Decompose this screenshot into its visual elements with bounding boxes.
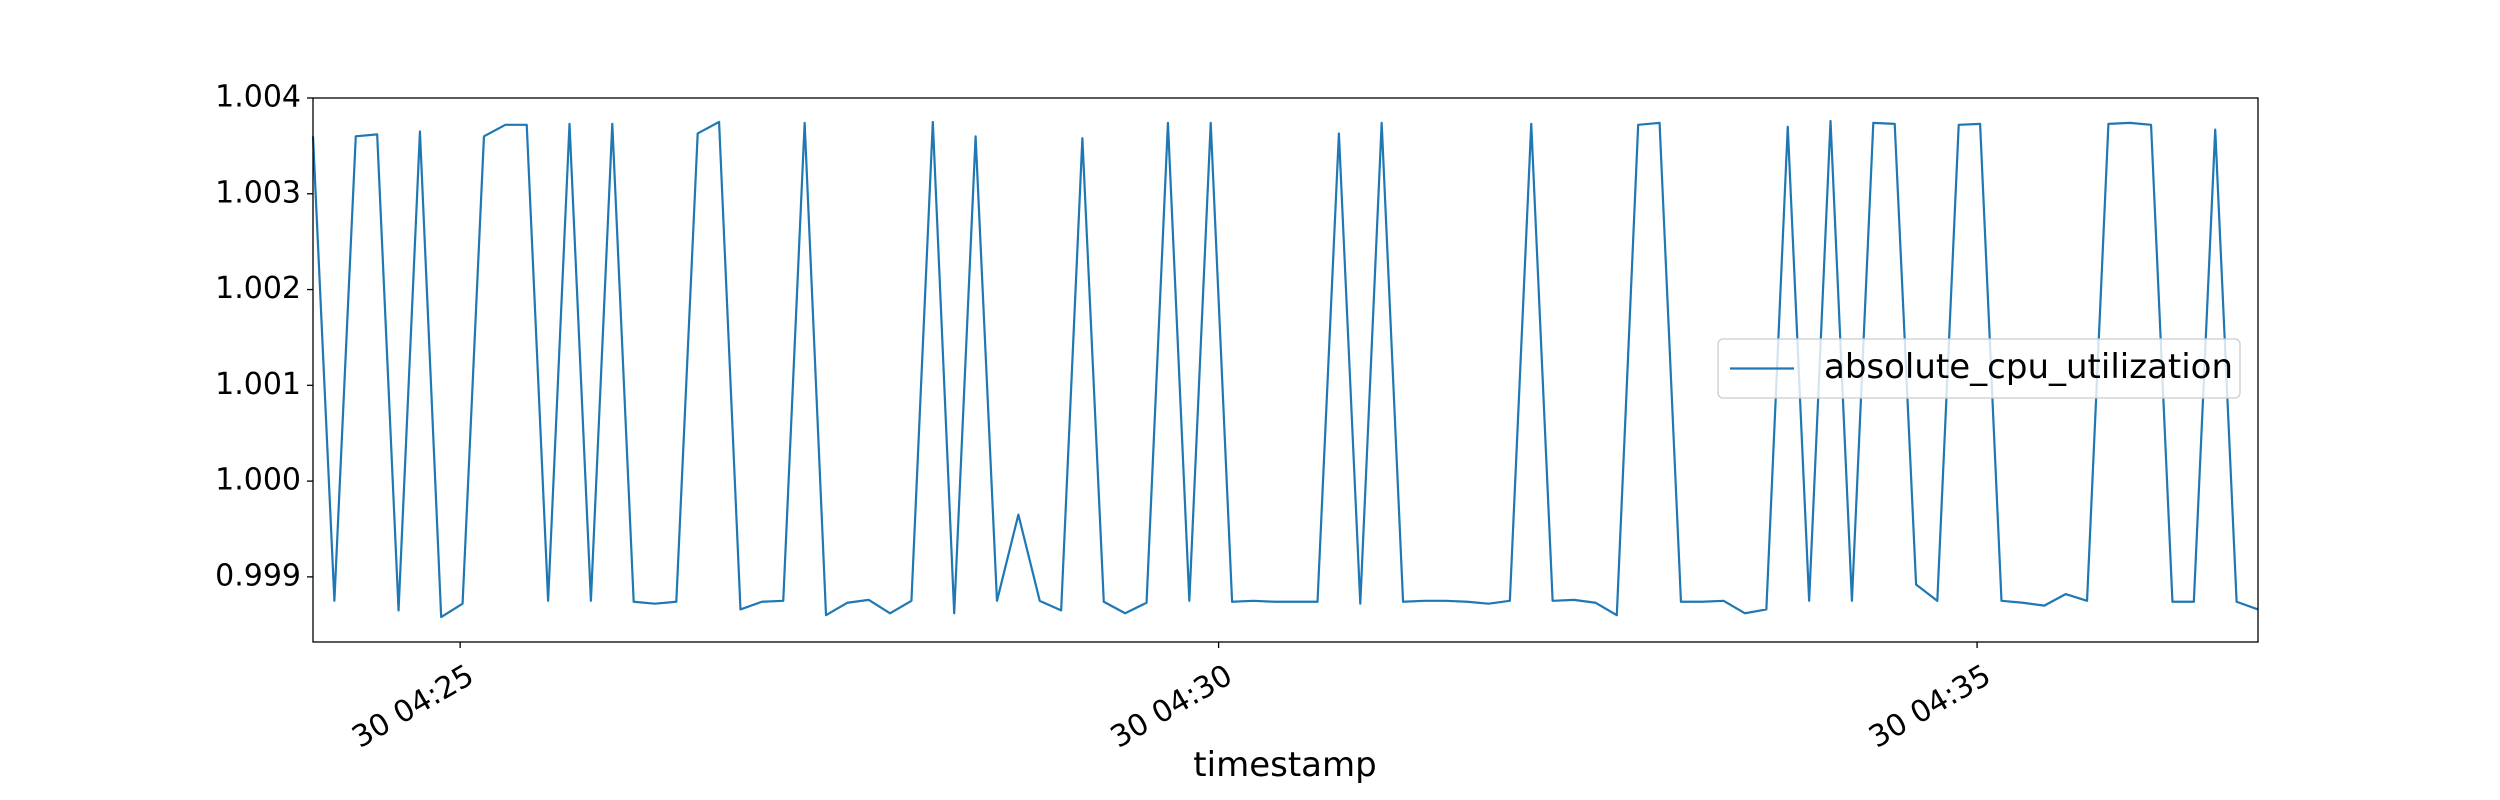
x-axis-label: timestamp <box>1193 745 1376 785</box>
series-line <box>311 119 2259 619</box>
x-tick-label: 30 04:35 <box>1863 658 1997 755</box>
y-tick-label: 0.999 <box>215 558 301 593</box>
y-tick-label: 1.003 <box>215 175 301 210</box>
x-tick-label: 30 04:25 <box>346 658 480 755</box>
y-tick-label: 1.002 <box>215 271 301 306</box>
y-tick-label: 1.000 <box>215 463 301 498</box>
y-tick-label: 1.004 <box>215 80 301 115</box>
plot-frame <box>312 97 2259 643</box>
legend-box <box>1717 338 2241 399</box>
x-tick-label: 30 04:30 <box>1105 658 1239 755</box>
y-tick-label: 1.001 <box>215 367 301 402</box>
legend-label: absolute_cpu_utilization <box>1824 347 2233 387</box>
